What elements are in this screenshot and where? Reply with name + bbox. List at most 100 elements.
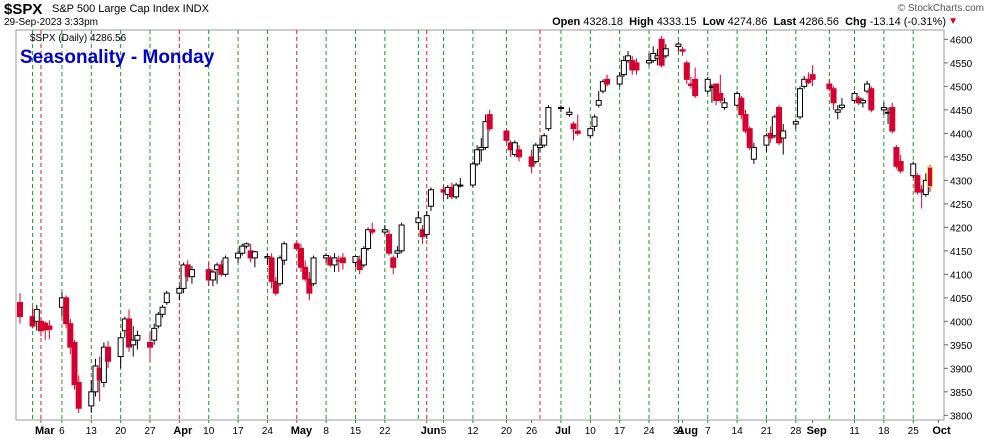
candle [453,182,460,200]
x-tick-label: Oct [932,425,951,437]
candle-body [209,271,216,281]
candle-body [155,313,162,327]
candle [415,210,422,230]
x-tick-label: 20 [501,426,513,437]
y-tick-label: 3900 [950,364,973,375]
candle [570,121,577,141]
chg-value: -13.14 (-0.31%) [869,16,946,28]
candle [574,114,581,136]
candle [604,74,611,87]
y-tick-label: 4500 [950,82,973,93]
candle [746,126,753,150]
symbol-label: $SPX [4,1,43,18]
candle-body [159,306,166,315]
candle-body [541,135,548,146]
open-label: Open [552,16,581,28]
candle [272,276,279,296]
candle-body [780,130,787,139]
candle-body [281,243,288,261]
candle [742,109,749,134]
candle [302,260,309,282]
candle-body [591,116,598,127]
last-value: 4286.56 [799,16,839,28]
x-axis-labels: Mar 6 13 20 27 Apr 10 17 24 May 8 15 22 Jun 5 12 20 26 Jul… [35,420,951,437]
candle [633,58,640,75]
x-tick-label: Aug [677,425,698,437]
candle [692,67,699,99]
candle [126,309,133,352]
y-tick-label: 4300 [950,176,973,187]
candle [478,138,485,162]
candle [293,241,300,251]
candle-body [457,184,464,187]
candle [830,86,837,110]
candle-body [88,391,95,407]
candle-body [323,255,330,259]
candle-body [683,62,690,80]
candle-body [381,229,388,233]
candle-body [272,280,279,294]
candle [851,91,858,103]
y-tick-label: 3850 [950,388,973,399]
candle [566,107,573,117]
x-tick-label: 27 [144,426,156,437]
candle-body [532,144,539,163]
candle-body [620,60,627,76]
candle-body [922,179,929,195]
x-tick-label: 10 [203,426,215,437]
candle [155,311,162,329]
candle [75,375,82,413]
candle-body [453,184,460,198]
candle-body [662,48,669,57]
candle-body [482,121,489,148]
candle-body [897,161,904,172]
candle-body [302,266,309,280]
candle-body [46,325,53,330]
candle [897,154,904,174]
candle [805,72,812,85]
candle [620,55,627,77]
x-tick-label: Mar [35,425,55,437]
candle-body [864,83,871,92]
x-tick-label: 28 [790,426,802,437]
open-value: 4328.18 [583,16,624,28]
candle-body [570,123,577,130]
candle [927,164,933,193]
candle [486,109,493,132]
candle [159,304,166,318]
candle [922,173,929,197]
candle [675,41,682,52]
candle [369,222,376,235]
candle-body [394,250,401,254]
candle [222,255,229,277]
candle [474,145,481,167]
candle-body [117,337,124,358]
candle-body [545,107,552,130]
y-tick-label: 4050 [950,294,973,305]
candle [545,105,552,132]
candle [859,98,866,108]
candle [386,229,393,256]
candle-body [738,97,745,116]
candle [100,342,107,388]
x-tick-label: 12 [467,426,479,437]
candle-body [310,257,317,285]
date-time-label: 29-Sep-2023 3:33pm [4,17,98,28]
candle-body [717,92,724,101]
x-tick-label: Apr [173,425,193,437]
candle [537,138,543,153]
candle-body [574,130,581,134]
low-value: 4274.86 [727,16,768,28]
candle [365,227,372,251]
candle-body [692,78,699,97]
candle-body [427,189,434,207]
candle [323,253,330,263]
candle-body [595,99,602,106]
candle [511,140,518,157]
y-tick-label: 4600 [950,35,973,46]
candle [297,243,304,272]
candle [792,119,799,129]
x-tick-label: 20 [115,426,127,437]
candle [457,178,464,188]
candle [750,142,757,164]
